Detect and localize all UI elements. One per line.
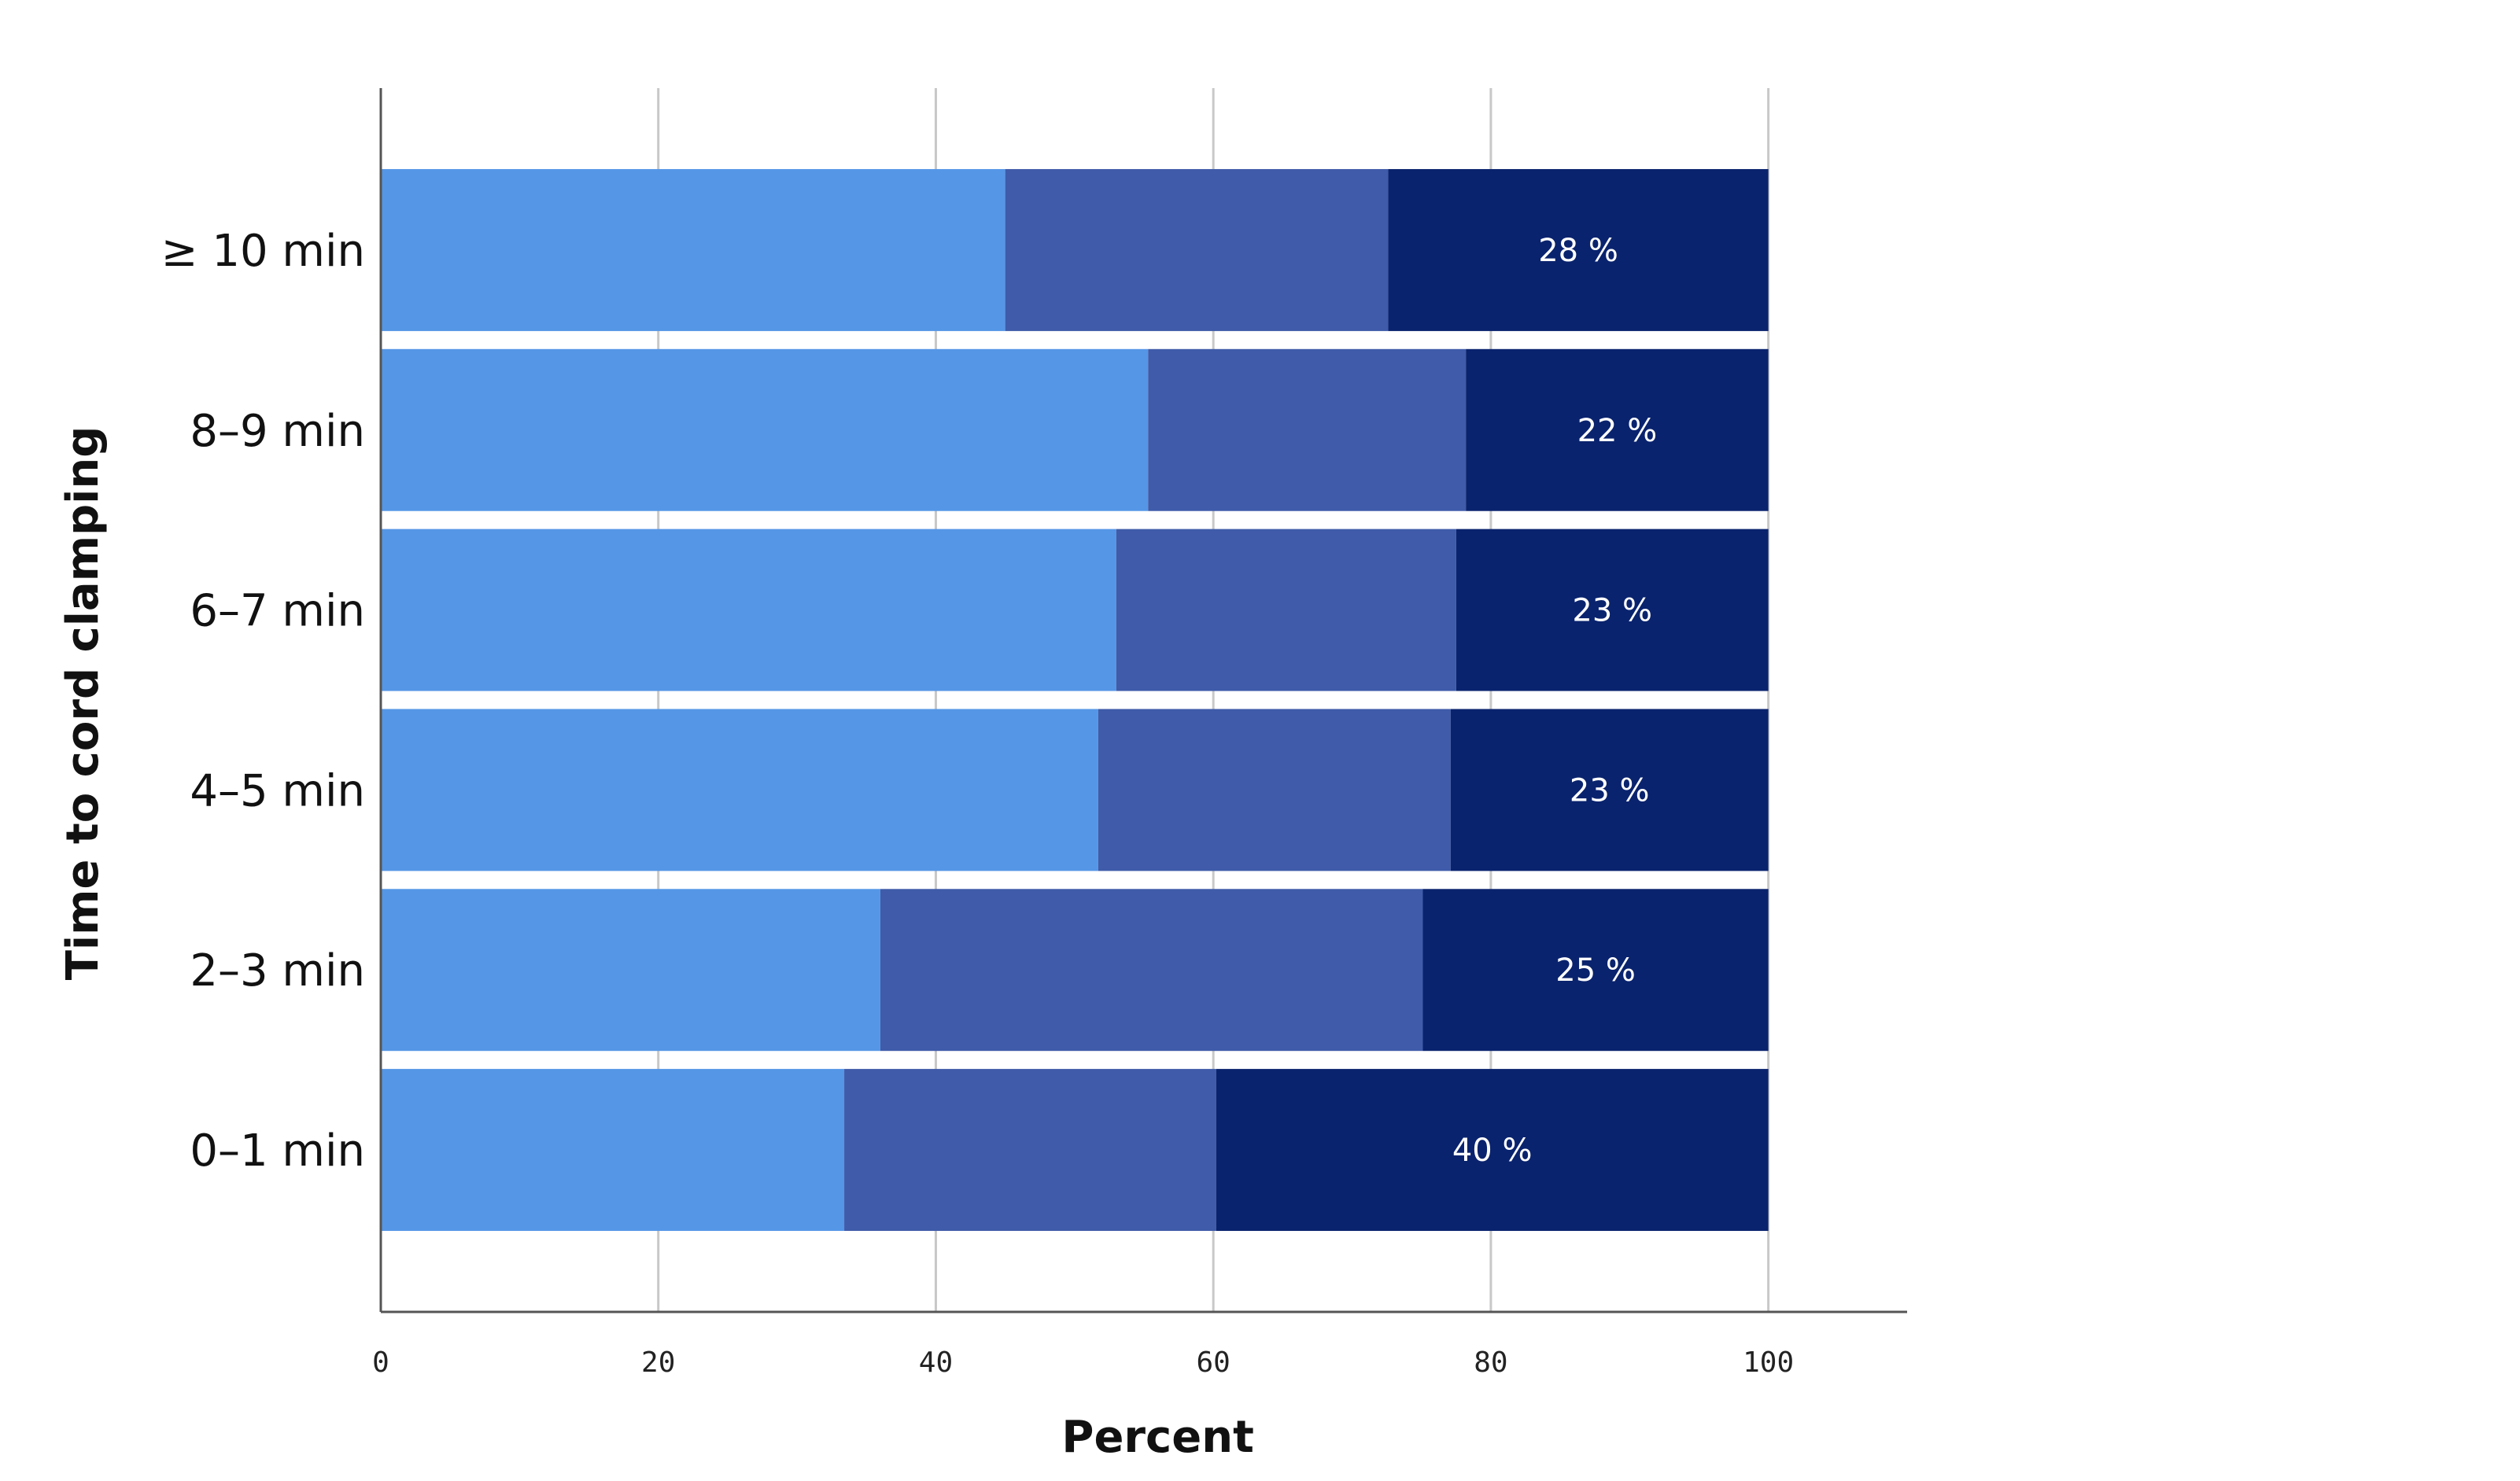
category-label: 6–7 min bbox=[190, 586, 365, 637]
bar-segment-2 bbox=[844, 1069, 1216, 1232]
x-tick-label: 100 bbox=[1743, 1347, 1794, 1379]
bar-segment-1 bbox=[381, 709, 1098, 871]
bar-segment-2 bbox=[880, 889, 1423, 1052]
bar-segment-2 bbox=[1148, 348, 1467, 511]
data-labels: 28 % 22 % 23 % 23 % 25 % 40 % bbox=[1452, 233, 1657, 1169]
bar-segment-2 bbox=[1005, 168, 1389, 331]
data-label: 23 % bbox=[1570, 772, 1650, 809]
category-label: 2–3 min bbox=[190, 945, 365, 997]
x-tick-label: 80 bbox=[1474, 1347, 1507, 1379]
bar-segment-1 bbox=[381, 348, 1149, 511]
axes bbox=[379, 88, 1907, 1313]
bar-segment-3 bbox=[1456, 529, 1769, 691]
data-label: 23 % bbox=[1572, 593, 1652, 629]
bar-segment-1 bbox=[381, 529, 1116, 691]
category-labels: ≥ 10 min 8–9 min 6–7 min 4–5 min 2–3 min 0–1 … bbox=[161, 226, 365, 1177]
x-axis-title: Percent bbox=[1061, 1412, 1253, 1463]
bar-segment-3 bbox=[1388, 168, 1769, 331]
bars bbox=[381, 168, 1769, 1232]
bar-segment-1 bbox=[381, 889, 880, 1052]
bar-segment-2 bbox=[1116, 529, 1456, 691]
bar-segment-3 bbox=[1216, 1069, 1769, 1232]
bar-segment-3 bbox=[1450, 709, 1769, 871]
category-label: 8–9 min bbox=[190, 406, 365, 457]
x-tick-labels: 0 20 40 60 80 100 bbox=[372, 1347, 1794, 1379]
data-label: 40 % bbox=[1452, 1133, 1533, 1169]
data-label: 22 % bbox=[1577, 413, 1658, 449]
bar-segment-1 bbox=[381, 1069, 845, 1232]
bar-segment-3 bbox=[1466, 348, 1769, 511]
x-tick-label: 60 bbox=[1197, 1347, 1230, 1379]
x-tick-label: 40 bbox=[919, 1347, 953, 1379]
bar-segment-2 bbox=[1098, 709, 1451, 871]
data-label: 25 % bbox=[1555, 952, 1636, 989]
y-axis-title: Time to cord clamping bbox=[57, 426, 109, 981]
category-label: 4–5 min bbox=[190, 765, 365, 816]
category-label: ≥ 10 min bbox=[161, 226, 365, 277]
bar-segment-1 bbox=[381, 168, 1005, 331]
category-label: 0–1 min bbox=[190, 1125, 365, 1177]
bar-segment-3 bbox=[1422, 889, 1769, 1052]
x-tick-label: 0 bbox=[372, 1347, 389, 1379]
data-label: 28 % bbox=[1538, 233, 1618, 269]
x-tick-label: 20 bbox=[641, 1347, 675, 1379]
